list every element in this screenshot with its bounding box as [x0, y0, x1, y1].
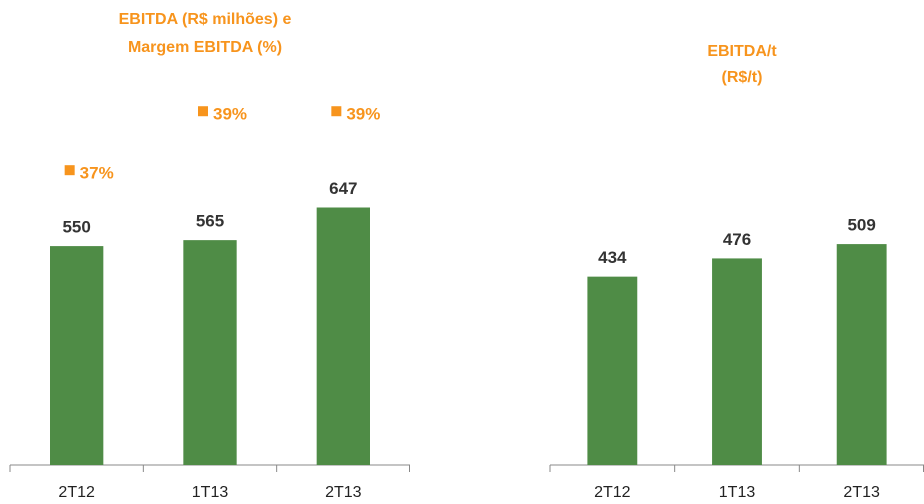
margin-label: 39% [346, 105, 380, 124]
chart-title: EBITDA (R$ milhões) e [119, 11, 292, 28]
x-tick-label: 2T12 [594, 484, 631, 501]
chart-title: EBITDA/t [707, 43, 777, 60]
x-tick-label: 2T13 [843, 484, 880, 501]
margin-label: 39% [213, 105, 247, 124]
chart-title: Margem EBITDA (%) [128, 39, 282, 56]
data-label: 509 [847, 216, 875, 235]
margin-label: 37% [80, 164, 114, 183]
chart-title: (R$/t) [722, 69, 763, 86]
bar [183, 240, 237, 465]
x-tick-label: 2T13 [325, 484, 362, 501]
data-label: 476 [723, 230, 751, 249]
data-label: 647 [329, 179, 357, 198]
bar [836, 244, 887, 465]
data-label: 434 [598, 248, 627, 267]
data-label: 565 [196, 212, 224, 231]
x-tick-label: 1T13 [192, 484, 229, 501]
bar [712, 258, 762, 465]
margin-marker [64, 165, 75, 176]
bar [587, 276, 638, 465]
bar [50, 246, 104, 465]
margin-marker [198, 106, 208, 117]
x-tick-label: 1T13 [719, 484, 756, 501]
x-tick-label: 2T12 [58, 484, 95, 501]
bar [316, 207, 370, 465]
data-label: 550 [62, 218, 90, 237]
margin-marker [331, 106, 342, 117]
